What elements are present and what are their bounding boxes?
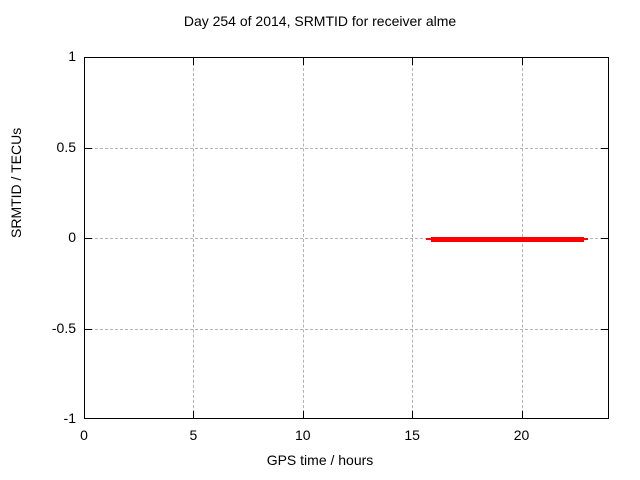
- x-tick-top: [412, 58, 414, 65]
- x-tick-bottom: [412, 411, 414, 418]
- y-tick-left: [85, 147, 92, 149]
- x-tick-top: [302, 58, 304, 65]
- y-tick-right: [601, 147, 608, 149]
- plot-area: [84, 57, 609, 419]
- x-tick-bottom: [521, 411, 523, 418]
- y-tick-label: 0.5: [56, 138, 76, 155]
- x-tick-label: 15: [404, 427, 420, 443]
- x-tick-label: 0: [80, 427, 88, 443]
- y-tick-left: [85, 328, 92, 330]
- data-series-line: [430, 236, 584, 242]
- y-tick-label: 0: [68, 229, 76, 245]
- y-tick-label: -0.5: [51, 319, 76, 336]
- chart-title: Day 254 of 2014, SRMTID for receiver alm…: [183, 13, 457, 29]
- x-tick-bottom: [302, 411, 304, 418]
- x-tick-label: 10: [294, 427, 311, 443]
- x-axis-label: GPS time / hours: [266, 452, 374, 468]
- x-tick-top: [193, 58, 195, 65]
- x-tick-top: [521, 58, 523, 65]
- x-tick-label: 20: [513, 427, 530, 443]
- x-tick-label: 5: [189, 427, 198, 443]
- y-gridline: [85, 328, 608, 330]
- y-tick-right: [601, 328, 608, 330]
- y-tick-right: [601, 238, 608, 239]
- x-tick-bottom: [193, 411, 195, 418]
- y-tick-label: -1: [63, 410, 76, 426]
- y-gridline: [85, 238, 608, 239]
- y-tick-label: 1: [68, 48, 76, 64]
- y-gridline: [85, 147, 608, 149]
- y-tick-left: [85, 238, 92, 239]
